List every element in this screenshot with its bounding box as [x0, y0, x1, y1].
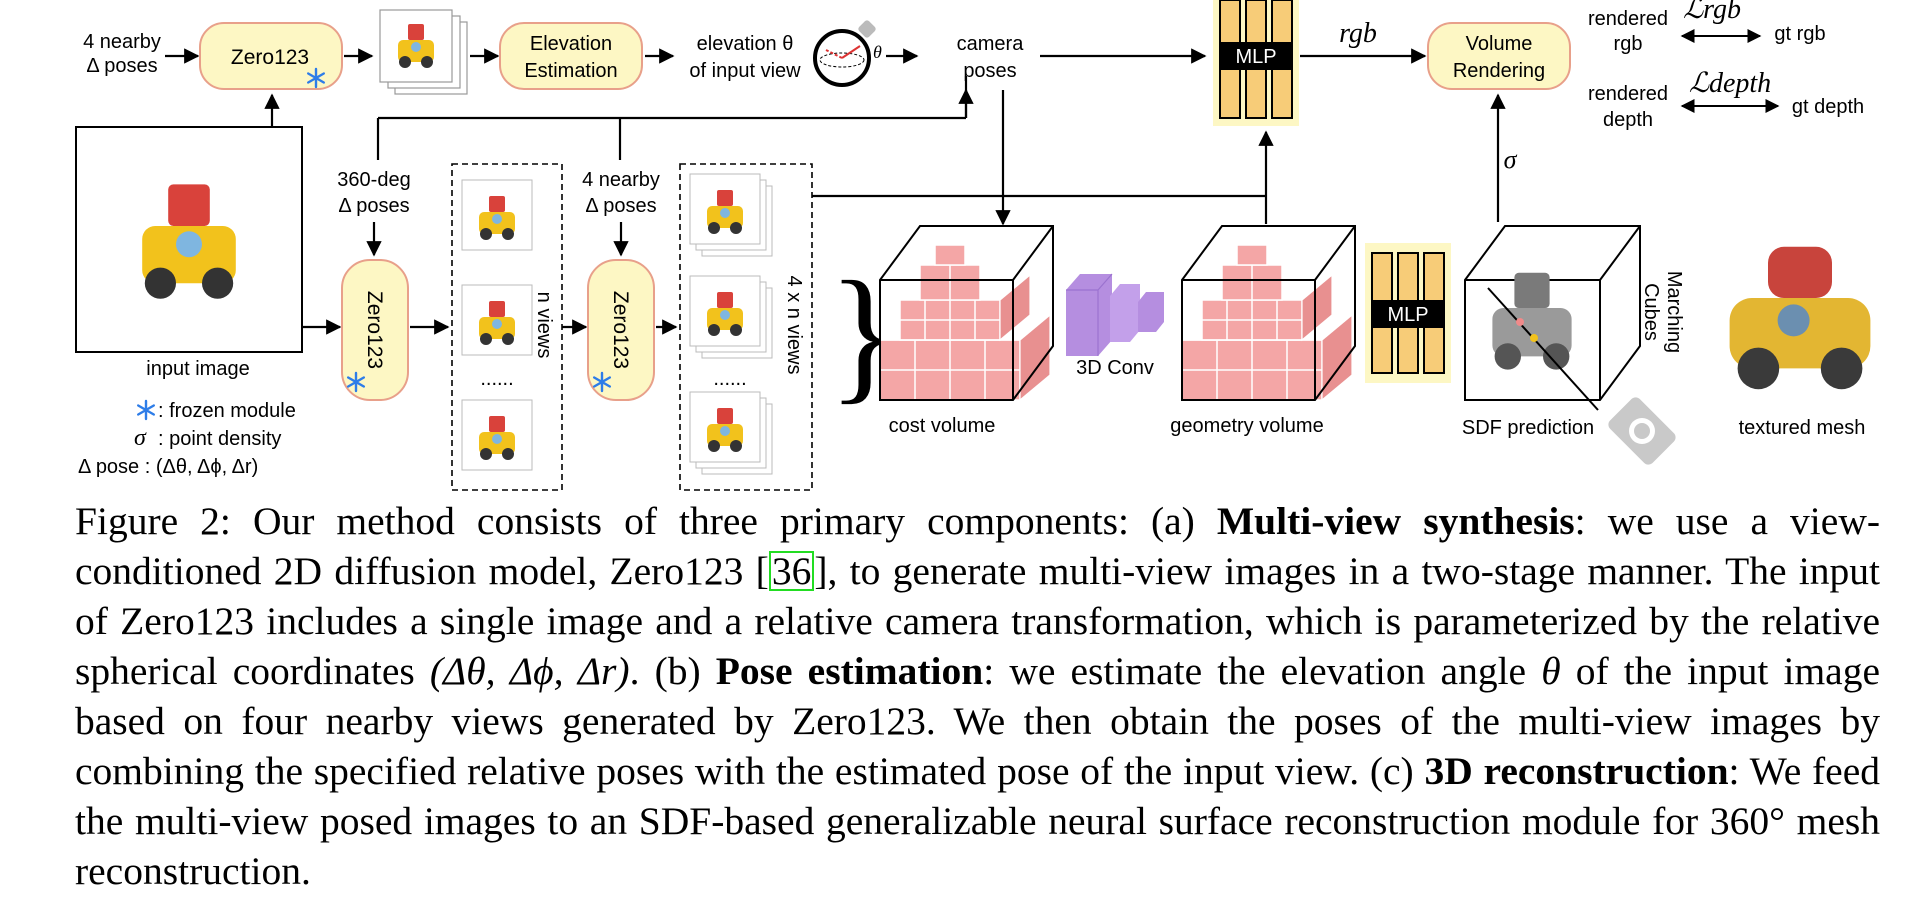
nearby-poses-label-2: Δ poses	[86, 55, 157, 77]
loss-depth-label: ℒdepth	[1689, 68, 1771, 99]
caption-text-b2: of the input image based on four nearby …	[75, 649, 1880, 793]
rendered-rgb-label-2: rgb	[1614, 33, 1643, 55]
svg-text:σ: σ	[134, 425, 147, 451]
svg-text:Zero123: Zero123	[609, 291, 632, 369]
sdf-prediction-label: SDF prediction	[1462, 417, 1594, 439]
gt-depth-label: gt depth	[1792, 96, 1864, 118]
caption-math-coords: (Δθ, Δϕ, Δr)	[429, 649, 630, 693]
sigma-label: σ	[1504, 145, 1518, 174]
caption-lead: Figure 2: Our method consists of three p…	[75, 499, 1217, 543]
caption-text-a2: ], to generate multi-view images in a tw…	[75, 549, 1880, 693]
caption-text-c: : We feed the multi-view posed images to…	[75, 749, 1880, 893]
svg-text:MLP: MLP	[1235, 46, 1276, 68]
svg-text:Rendering: Rendering	[1453, 60, 1545, 82]
svg-text:Zero123: Zero123	[231, 46, 309, 69]
sdf-prediction	[1464, 225, 1641, 411]
marching-cubes-label: Marching	[1663, 271, 1685, 353]
conv3d-label: 3D Conv	[1076, 357, 1154, 379]
svg-text:Δ pose : (Δθ, Δϕ, Δr): Δ pose : (Δθ, Δϕ, Δr)	[78, 456, 258, 478]
svg-text:4 x n views: 4 x n views	[783, 276, 805, 375]
caption-math-theta: θ	[1541, 649, 1561, 693]
textured-mesh	[1729, 246, 1871, 390]
input-image-label: input image	[146, 358, 249, 380]
svg-text:: point density: : point density	[158, 428, 281, 450]
input-image	[75, 126, 303, 353]
nearby-views-stack	[379, 9, 468, 95]
cost-volume-label: cost volume	[889, 415, 996, 437]
nearby2-label-2: Δ poses	[585, 195, 656, 217]
svg-text:n views: n views	[533, 292, 555, 359]
mlp-mid: MLP	[1365, 243, 1451, 383]
rendered-depth-label: rendered	[1588, 83, 1668, 105]
zero123-mid-module-2: Zero123	[587, 259, 655, 401]
svg-text:MLP: MLP	[1387, 304, 1428, 326]
method-figure: 4 nearby Δ poses Zero123 Elevation Estim…	[75, 0, 1871, 491]
svg-text:Elevation: Elevation	[530, 33, 612, 55]
caption-text-a: : we use a view-conditioned 2D diffusion…	[75, 499, 1880, 593]
deg360-label-2: Δ poses	[338, 195, 409, 217]
caption-bold-b: Pose estimation	[715, 649, 984, 693]
svg-text:......: ......	[713, 368, 746, 390]
conv3d-block	[1066, 273, 1164, 356]
four-n-views-group: ...... 4 x n views	[679, 163, 813, 491]
nearby2-label: 4 nearby	[582, 169, 660, 191]
caption-bold-c: 3D reconstruction	[1424, 749, 1729, 793]
geometry-volume-label: geometry volume	[1170, 415, 1323, 437]
elevation-sphere-icon: θ	[813, 20, 882, 87]
camera-icon	[1608, 397, 1676, 465]
cost-volume	[879, 225, 1054, 401]
svg-text:θ: θ	[873, 42, 882, 62]
elevation-label: elevation θ	[697, 33, 794, 55]
legend: : frozen module σ : point density Δ pose…	[78, 399, 296, 478]
svg-text:Volume: Volume	[1466, 33, 1533, 55]
caption-bold-a: Multi-view synthesis	[1216, 499, 1575, 543]
mlp-top: MLP	[1213, 0, 1299, 126]
svg-text:......: ......	[480, 368, 513, 390]
elevation-estimation-module: Elevation Estimation	[499, 22, 643, 90]
svg-text:Estimation: Estimation	[524, 60, 617, 82]
geometry-volume	[1181, 225, 1356, 401]
caption-text-b: : we estimate the elevation angle	[983, 649, 1542, 693]
elevation-label-2: of input view	[689, 60, 801, 82]
rgb-label: rgb	[1339, 18, 1377, 49]
loss-rgb-label: ℒrgb	[1683, 0, 1741, 25]
citation-link[interactable]: 36	[768, 551, 815, 591]
marching-cubes-label-2: Cubes	[1640, 283, 1662, 341]
rendered-depth-label-2: depth	[1603, 109, 1653, 131]
snowflake-icon	[136, 399, 156, 421]
zero123-mid-module-1: Zero123	[341, 259, 409, 401]
n-views-group: ...... n views	[451, 163, 563, 491]
deg360-label: 360-deg	[337, 169, 410, 191]
caption-text-a3: . (b)	[629, 649, 716, 693]
figure-caption: Figure 2: Our method consists of three p…	[75, 496, 1880, 896]
zero123-top-module: Zero123	[199, 22, 343, 90]
nearby-poses-label: 4 nearby	[83, 31, 161, 53]
rendered-rgb-label: rendered	[1588, 8, 1668, 30]
svg-text:Zero123: Zero123	[363, 291, 386, 369]
camera-poses-label-2: poses	[963, 60, 1016, 82]
svg-text:: frozen module: : frozen module	[158, 400, 296, 422]
volume-rendering-module: Volume Rendering	[1427, 22, 1571, 90]
gt-rgb-label: gt rgb	[1774, 23, 1825, 45]
camera-poses-label: camera	[957, 33, 1025, 55]
textured-mesh-label: textured mesh	[1739, 417, 1866, 439]
